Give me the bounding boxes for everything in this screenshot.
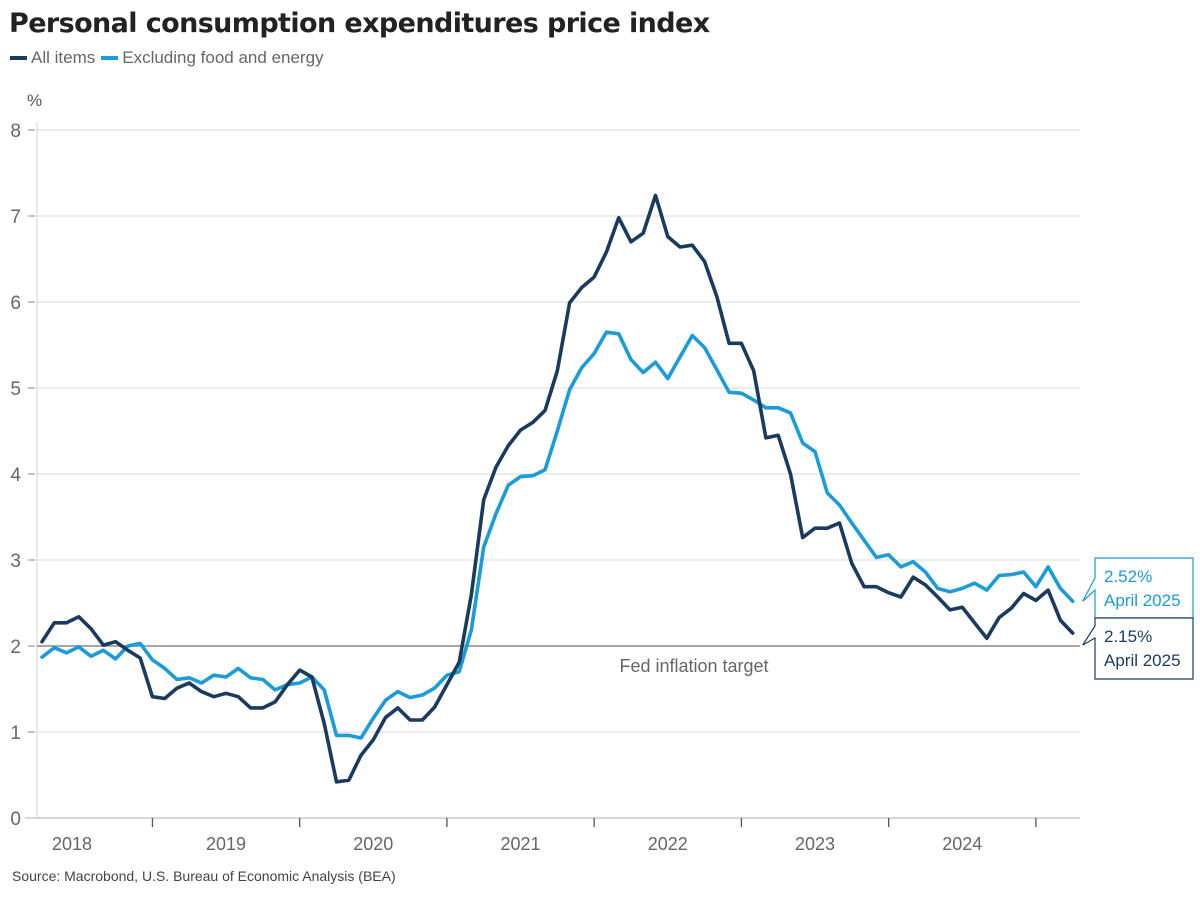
series-line-all-items — [40, 193, 1075, 784]
series-lines — [40, 193, 1075, 784]
y-tick-label: 7 — [10, 207, 21, 228]
y-tick-label: 5 — [10, 379, 21, 400]
legend: All items Excluding food and energy — [10, 48, 330, 68]
callout-value: 2.52% — [1104, 567, 1152, 586]
legend-item-core: Excluding food and energy — [101, 48, 324, 68]
y-tick-label: 6 — [10, 293, 21, 314]
x-tick-label: 2024 — [942, 834, 982, 854]
source-note: Source: Macrobond, U.S. Bureau of Econom… — [12, 868, 396, 884]
y-axis-unit-label: % — [27, 91, 42, 110]
x-tick-label: 2018 — [52, 834, 92, 854]
legend-label-all-items: All items — [31, 48, 96, 67]
x-tick-label: 2019 — [206, 834, 246, 854]
y-tick-label: 1 — [10, 723, 21, 744]
annotations: 2.52% April 2025 2.15% April 2025 — [1082, 557, 1194, 680]
chart-title: Personal consumption expenditures price … — [9, 8, 710, 39]
gridlines — [37, 129, 1080, 733]
x-axis: 2018 2019 2020 2021 2022 2023 2024 — [25, 817, 1080, 854]
legend-swatch-core — [101, 56, 119, 60]
x-tick-label: 2021 — [501, 834, 541, 854]
y-tick-label: 0 — [10, 809, 21, 830]
y-axis: % 0 1 2 3 4 5 6 7 8 — [10, 91, 42, 830]
callout-value: 2.15% — [1104, 627, 1152, 646]
series-line-core — [40, 330, 1075, 740]
reference-line-group: Fed inflation target — [37, 645, 1080, 676]
callout-date: April 2025 — [1104, 651, 1181, 670]
callout-box-core — [1082, 557, 1194, 619]
y-tick-label: 4 — [10, 465, 21, 486]
y-tick-label: 3 — [10, 551, 21, 572]
fed-target-label: Fed inflation target — [619, 656, 768, 676]
legend-swatch-all-items — [10, 56, 27, 60]
legend-label-core: Excluding food and energy — [122, 48, 324, 67]
callout-date: April 2025 — [1104, 591, 1181, 610]
y-tick-label: 8 — [10, 121, 21, 142]
callout-box-all-items — [1082, 617, 1194, 680]
x-tick-label: 2022 — [648, 834, 688, 854]
x-tick-label: 2023 — [795, 834, 835, 854]
legend-item-all-items: All items — [10, 48, 95, 68]
y-tick-label: 2 — [10, 637, 21, 658]
x-tick-label: 2020 — [353, 834, 393, 854]
